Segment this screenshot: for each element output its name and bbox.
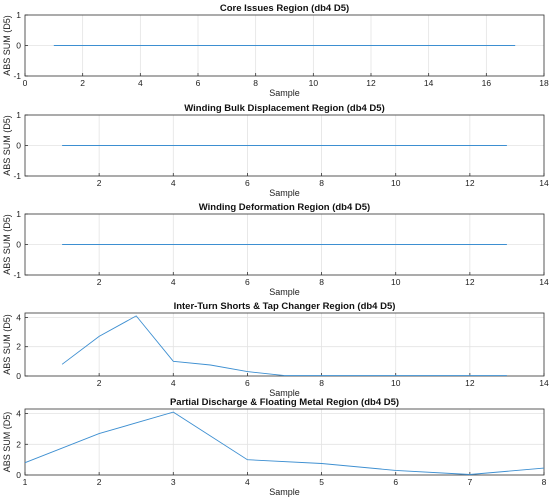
chart-title: Core Issues Region (db4 D5): [220, 3, 349, 14]
x-tick-label: 10: [391, 178, 401, 188]
y-axis-label: ABS SUM (D5): [2, 15, 12, 76]
x-tick-label: 6: [245, 378, 250, 388]
x-tick-label: 5: [319, 477, 324, 487]
x-axis-label: Sample: [269, 487, 300, 497]
y-tick-label: 2: [16, 342, 21, 352]
y-tick-label: 0: [16, 470, 21, 480]
y-tick-label: 0: [16, 141, 21, 151]
x-tick-label: 12: [465, 378, 475, 388]
x-tick-label: 14: [539, 178, 549, 188]
x-tick-label: 2: [97, 477, 102, 487]
x-tick-label: 16: [482, 78, 492, 88]
y-tick-label: 4: [16, 312, 21, 322]
x-tick-label: 0: [23, 78, 28, 88]
x-tick-label: 4: [138, 78, 143, 88]
y-axis-label: ABS SUM (D5): [2, 412, 12, 473]
y-tick-label: -1: [13, 171, 21, 181]
x-tick-label: 4: [171, 178, 176, 188]
x-axis-label: Sample: [269, 188, 300, 198]
chart-title: Partial Discharge & Floating Metal Regio…: [170, 397, 399, 408]
x-tick-label: 8: [319, 178, 324, 188]
x-tick-label: 4: [171, 378, 176, 388]
series-line-1: [61, 315, 507, 377]
chart-title: Winding Deformation Region (db4 D5): [199, 202, 370, 213]
x-tick-label: 14: [424, 78, 434, 88]
x-tick-label: 18: [539, 78, 549, 88]
series-line-1: [24, 411, 545, 475]
y-tick-label: 0: [16, 41, 21, 51]
y-tick-label: 1: [16, 10, 21, 20]
y-tick-label: -1: [13, 71, 21, 81]
plot-area: [25, 409, 544, 475]
x-tick-label: 6: [245, 277, 250, 287]
x-tick-label: 12: [366, 78, 376, 88]
plot-area: [25, 313, 544, 376]
x-tick-label: 2: [97, 277, 102, 287]
chart-panel-4: 2 4 6 8 10 12 14 0 2 4 Inter-Turn Shorts & Tap Cha…: [2, 301, 549, 398]
x-tick-label: 8: [542, 477, 547, 487]
x-tick-label: 8: [319, 378, 324, 388]
x-tick-label: 10: [309, 78, 319, 88]
chart-title: Winding Bulk Displacement Region (db4 D5…: [184, 103, 384, 114]
x-tick-label: 1: [23, 477, 28, 487]
x-axis-label: Sample: [269, 287, 300, 297]
x-tick-label: 2: [97, 178, 102, 188]
y-axis-label: ABS SUM (D5): [2, 115, 12, 176]
x-tick-label: 6: [245, 178, 250, 188]
x-tick-label: 7: [467, 477, 472, 487]
axes-box: [24, 408, 545, 476]
y-tick-label: 4: [16, 409, 21, 419]
x-tick-label: 6: [393, 477, 398, 487]
x-tick-label: 4: [245, 477, 250, 487]
y-tick-label: 0: [16, 240, 21, 250]
x-tick-label: 10: [391, 277, 401, 287]
x-tick-label: 8: [253, 78, 258, 88]
y-tick-label: 0: [16, 371, 21, 381]
x-axis-label: Sample: [269, 388, 300, 398]
chart-title: Inter-Turn Shorts & Tap Changer Region (…: [174, 301, 396, 312]
x-tick-label: 12: [465, 277, 475, 287]
x-tick-label: 14: [539, 277, 549, 287]
y-tick-label: 1: [16, 209, 21, 219]
chart-panel-5: 1 2 3 4 5 6 7 8 0 2 4 Partial Discharge & Floating …: [2, 397, 547, 497]
chart-panel-2: 2 4 6 8 10 12 14 -1 0 1 Winding Bulk Displacement …: [2, 103, 549, 198]
y-axis-label: ABS SUM (D5): [2, 214, 12, 275]
x-tick-label: 2: [97, 378, 102, 388]
x-tick-label: 6: [196, 78, 201, 88]
x-tick-label: 10: [391, 378, 401, 388]
x-tick-label: 14: [539, 378, 549, 388]
y-tick-label: -1: [13, 270, 21, 280]
y-tick-label: 2: [16, 439, 21, 449]
x-tick-label: 2: [80, 78, 85, 88]
chart-panel-3: 2 4 6 8 10 12 14 -1 0 1 Winding Deformation Region…: [2, 202, 549, 297]
y-tick-label: 1: [16, 110, 21, 120]
x-tick-label: 8: [319, 277, 324, 287]
x-tick-label: 4: [171, 277, 176, 287]
x-tick-label: 3: [171, 477, 176, 487]
y-axis-label: ABS SUM (D5): [2, 314, 12, 375]
x-axis-label: Sample: [269, 88, 300, 98]
x-tick-label: 12: [465, 178, 475, 188]
